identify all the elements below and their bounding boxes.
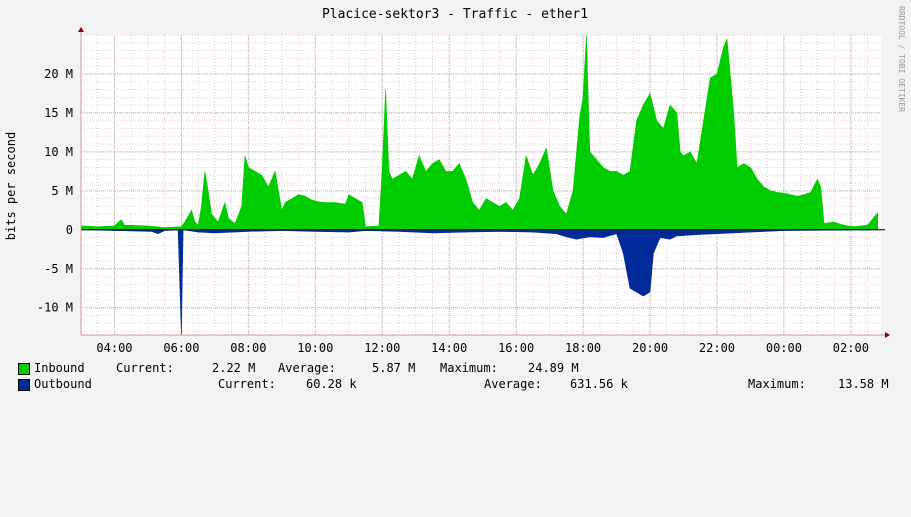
legend-current-label: Current: (218, 377, 276, 391)
x-tick-label: 10:00 (297, 341, 333, 355)
x-tick-label: 06:00 (163, 341, 199, 355)
legend-series-name: Inbound (34, 361, 85, 375)
outbound-area (80, 229, 882, 336)
legend-maximum-value: 13.58 M (838, 377, 889, 391)
x-tick-label: 04:00 (96, 341, 132, 355)
legend-average-label: Average: (278, 361, 336, 375)
legend-row-inbound: Inbound Current: 2.22 M Average: 5.87 M … (0, 361, 911, 377)
legend-current-label: Current: (116, 361, 174, 375)
legend-current-value: 60.28 k (306, 377, 357, 391)
x-tick-label: 00:00 (766, 341, 802, 355)
y-tick-label: 10 M (44, 145, 73, 159)
y-tick-label: -5 M (44, 262, 73, 276)
inbound-swatch (18, 363, 30, 375)
x-tick-label: 08:00 (230, 341, 266, 355)
y-tick-label: -10 M (37, 301, 73, 315)
x-tick-label: 14:00 (431, 341, 467, 355)
x-tick-label: 18:00 (565, 341, 601, 355)
y-tick-label: 15 M (44, 106, 73, 120)
legend-maximum-label: Maximum: (748, 377, 806, 391)
y-axis-label: bits per second (4, 132, 18, 240)
legend-average-value: 631.56 k (570, 377, 628, 391)
chart-canvas: 04:00 06:00 08:00 10:00 12:00 14:00 16:00 18:00… (0, 6, 911, 393)
legend-average-value: 5.87 M (372, 361, 416, 375)
y-tick-label: 5 M (51, 184, 73, 198)
y-tick-label: 20 M (44, 67, 73, 81)
x-tick-label: 02:00 (833, 341, 869, 355)
chart-title: Placice-sektor3 - Traffic - ether1 (322, 7, 588, 22)
axes (78, 27, 890, 338)
series-areas (80, 34, 882, 336)
watermark: RRDTOOL / TOBI OETIKER (897, 6, 906, 112)
outbound-swatch (18, 379, 30, 391)
x-tick-label: 20:00 (632, 341, 668, 355)
tick-labels: 04:00 06:00 08:00 10:00 12:00 14:00 16:00 18:00… (37, 67, 869, 355)
x-tick-label: 22:00 (699, 341, 735, 355)
legend-average-label: Average: (484, 377, 542, 391)
x-tick-label: 16:00 (498, 341, 534, 355)
legend-current-value: 2.22 M (212, 361, 256, 375)
legend-row-outbound: Outbound Current: 60.28 k Average: 631.5… (0, 377, 911, 393)
y-axis-arrow (78, 27, 84, 32)
legend-series-name: Outbound (34, 377, 92, 391)
legend-maximum-label: Maximum: (440, 361, 498, 375)
inbound-area (80, 34, 878, 231)
traffic-chart: 04:00 06:00 08:00 10:00 12:00 14:00 16:00 18:00… (4, 6, 906, 355)
x-tick-label: 12:00 (364, 341, 400, 355)
x-axis-arrow (885, 332, 890, 338)
y-tick-label: 0 (66, 223, 73, 237)
legend-maximum-value: 24.89 M (528, 361, 579, 375)
